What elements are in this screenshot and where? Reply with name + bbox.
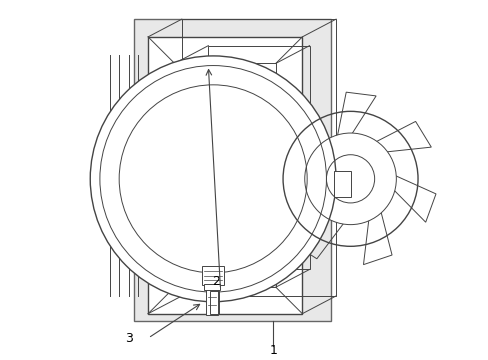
Bar <box>205 289 218 315</box>
Text: 1: 1 <box>269 345 277 357</box>
Bar <box>203 284 220 290</box>
Bar <box>133 19 330 321</box>
Circle shape <box>90 56 335 302</box>
Text: 3: 3 <box>124 332 132 345</box>
Bar <box>333 171 350 198</box>
Text: 2: 2 <box>211 275 219 288</box>
Bar <box>202 266 224 285</box>
Circle shape <box>326 155 374 203</box>
Circle shape <box>304 133 396 225</box>
Bar <box>209 291 219 314</box>
Polygon shape <box>148 37 302 314</box>
